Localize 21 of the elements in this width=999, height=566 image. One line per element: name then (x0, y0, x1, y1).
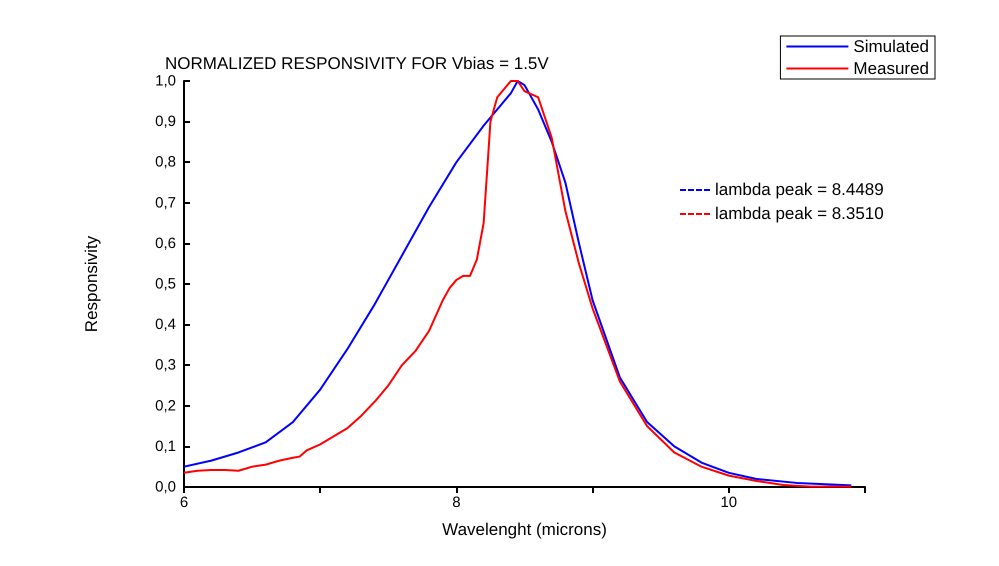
y-tick-label: 0,3 (155, 356, 176, 374)
legend-label: Measured (853, 59, 930, 78)
y-tick-label: 1,0 (155, 72, 176, 90)
y-tick-label: 0,1 (155, 438, 176, 455)
y-tick-label: 0,2 (155, 397, 176, 414)
y-tick-label: 0,7 (155, 194, 176, 212)
annotation: lambda peak = 8.3510 (715, 204, 884, 224)
y-tick-label: 0,8 (155, 154, 176, 171)
y-tick-label: 0,9 (155, 113, 176, 130)
x-axis-title: Wavelenght (microns) (442, 520, 607, 539)
y-tick-label: 0,0 (155, 478, 176, 496)
x-tick-label: 10 (720, 494, 738, 511)
x-tick-label: 6 (180, 494, 188, 511)
legend-label: Simulated (853, 37, 930, 56)
y-axis-title: Responsivity (82, 235, 101, 332)
y-tick-label: 0,6 (155, 234, 176, 252)
chart-title: NORMALIZED RESPONSIVITY FOR Vbias = 1.5V (165, 54, 550, 73)
y-tick-label: 0,5 (155, 276, 176, 292)
annotation: lambda peak = 8.4489 (715, 180, 884, 200)
y-tick-label: 0,4 (155, 316, 176, 334)
x-tick-label: 8 (452, 494, 461, 511)
